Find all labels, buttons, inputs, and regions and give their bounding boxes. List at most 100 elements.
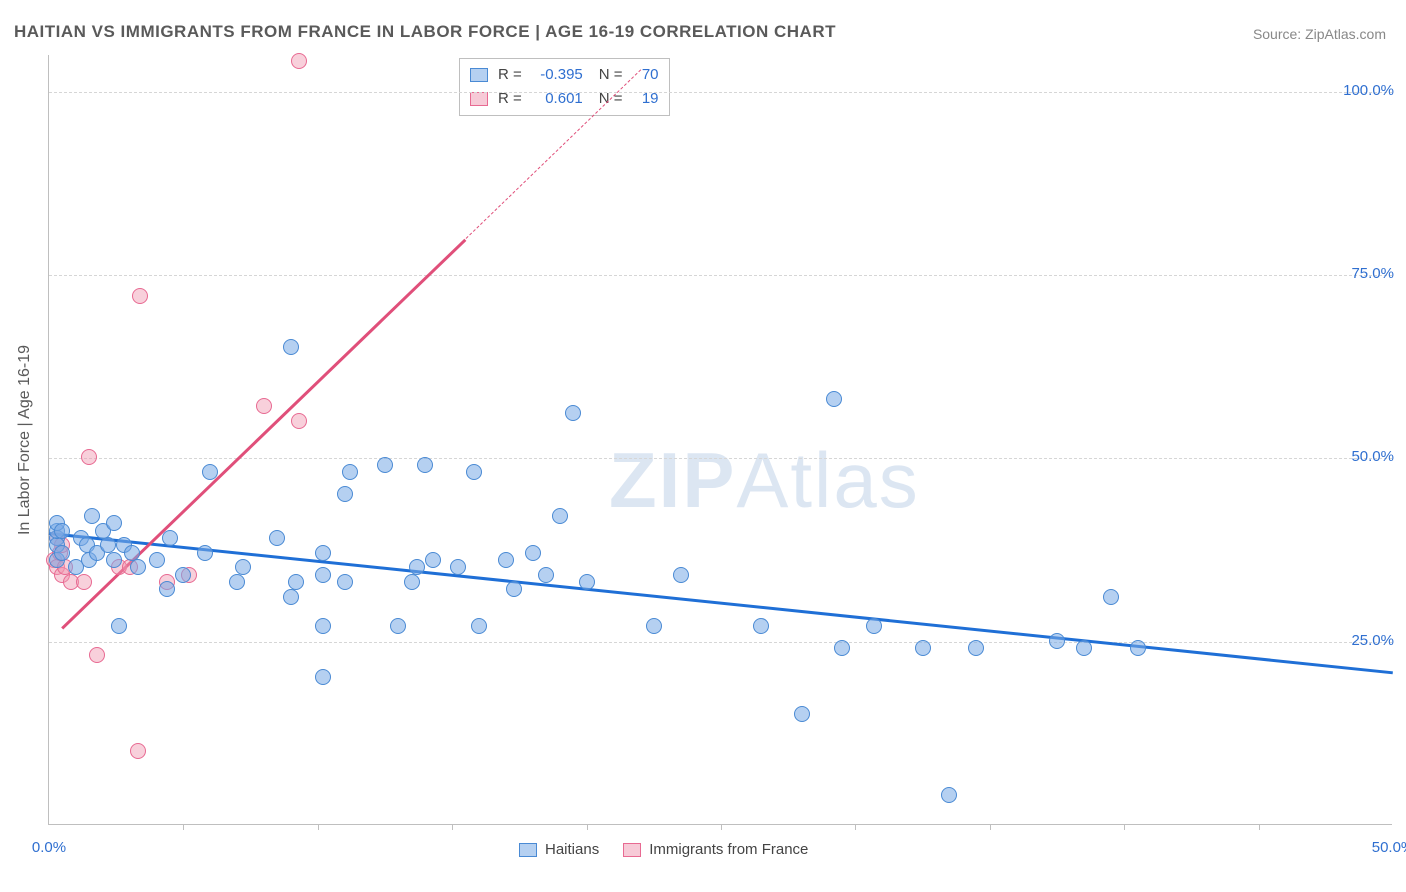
correlation-legend: R = -0.395 N = 70 R = 0.601 N = 19 xyxy=(459,58,670,116)
swatch-blue-icon xyxy=(519,843,537,857)
x-tick-mark xyxy=(990,824,991,830)
data-point-haitians xyxy=(315,669,331,685)
data-point-haitians xyxy=(124,545,140,561)
data-point-haitians xyxy=(409,559,425,575)
data-point-haitians xyxy=(826,391,842,407)
data-point-haitians xyxy=(538,567,554,583)
data-point-haitians xyxy=(552,508,568,524)
data-point-france xyxy=(89,647,105,663)
x-tick-mark xyxy=(855,824,856,830)
gridline xyxy=(49,275,1392,276)
data-point-haitians xyxy=(202,464,218,480)
data-point-haitians xyxy=(968,640,984,656)
data-point-haitians xyxy=(106,515,122,531)
x-tick-label: 50.0% xyxy=(1372,839,1406,856)
x-tick-mark xyxy=(183,824,184,830)
legend-row-france: R = 0.601 N = 19 xyxy=(470,87,659,111)
data-point-haitians xyxy=(450,559,466,575)
y-tick-label: 100.0% xyxy=(1343,82,1394,99)
data-point-haitians xyxy=(646,618,662,634)
data-point-haitians xyxy=(54,523,70,539)
x-tick-mark xyxy=(1259,824,1260,830)
data-point-haitians xyxy=(197,545,213,561)
legend-row-haitians: R = -0.395 N = 70 xyxy=(470,63,659,87)
data-point-haitians xyxy=(111,618,127,634)
data-point-haitians xyxy=(229,574,245,590)
data-point-haitians xyxy=(506,581,522,597)
watermark: ZIPAtlas xyxy=(609,435,920,526)
data-point-haitians xyxy=(288,574,304,590)
data-point-haitians xyxy=(283,589,299,605)
data-point-haitians xyxy=(283,339,299,355)
data-point-haitians xyxy=(525,545,541,561)
data-point-haitians xyxy=(149,552,165,568)
swatch-pink xyxy=(470,92,488,106)
data-point-haitians xyxy=(84,508,100,524)
x-tick-mark xyxy=(1124,824,1125,830)
series-legend: Haitians Immigrants from France xyxy=(519,841,808,858)
data-point-france xyxy=(81,449,97,465)
data-point-haitians xyxy=(1130,640,1146,656)
data-point-haitians xyxy=(162,530,178,546)
chart-title: HAITIAN VS IMMIGRANTS FROM FRANCE IN LAB… xyxy=(14,22,836,42)
swatch-pink-icon xyxy=(623,843,641,857)
x-tick-mark xyxy=(721,824,722,830)
data-point-haitians xyxy=(794,706,810,722)
data-point-france xyxy=(291,53,307,69)
data-point-haitians xyxy=(915,640,931,656)
data-point-haitians xyxy=(498,552,514,568)
data-point-france xyxy=(256,398,272,414)
data-point-haitians xyxy=(834,640,850,656)
data-point-haitians xyxy=(390,618,406,634)
data-point-haitians xyxy=(235,559,251,575)
x-tick-label: 0.0% xyxy=(32,839,66,856)
swatch-blue xyxy=(470,68,488,82)
data-point-haitians xyxy=(175,567,191,583)
data-point-haitians xyxy=(565,405,581,421)
n-value-pink: 19 xyxy=(629,87,659,111)
r-value-blue: -0.395 xyxy=(528,63,583,87)
gridline xyxy=(49,92,1392,93)
data-point-haitians xyxy=(866,618,882,634)
data-point-haitians xyxy=(404,574,420,590)
y-tick-label: 75.0% xyxy=(1351,265,1394,282)
data-point-haitians xyxy=(1076,640,1092,656)
data-point-haitians xyxy=(753,618,769,634)
data-point-haitians xyxy=(269,530,285,546)
data-point-haitians xyxy=(1103,589,1119,605)
gridline xyxy=(49,458,1392,459)
data-point-haitians xyxy=(471,618,487,634)
data-point-haitians xyxy=(54,545,70,561)
x-tick-mark xyxy=(452,824,453,830)
data-point-haitians xyxy=(337,486,353,502)
data-point-france xyxy=(76,574,92,590)
data-point-haitians xyxy=(417,457,433,473)
source-label: Source: ZipAtlas.com xyxy=(1253,26,1386,42)
data-point-haitians xyxy=(941,787,957,803)
data-point-haitians xyxy=(159,581,175,597)
data-point-haitians xyxy=(1049,633,1065,649)
data-point-haitians xyxy=(377,457,393,473)
data-point-france xyxy=(130,743,146,759)
data-point-haitians xyxy=(106,552,122,568)
data-point-haitians xyxy=(100,537,116,553)
data-point-haitians xyxy=(315,545,331,561)
data-point-haitians xyxy=(342,464,358,480)
legend-item-france: Immigrants from France xyxy=(623,841,808,858)
data-point-haitians xyxy=(315,618,331,634)
data-point-haitians xyxy=(337,574,353,590)
y-tick-label: 50.0% xyxy=(1351,448,1394,465)
r-value-pink: 0.601 xyxy=(528,87,583,111)
y-axis-label: In Labor Force | Age 16-19 xyxy=(16,345,34,535)
data-point-haitians xyxy=(315,567,331,583)
data-point-haitians xyxy=(425,552,441,568)
gridline xyxy=(49,642,1392,643)
trendline xyxy=(49,532,1393,674)
legend-item-haitians: Haitians xyxy=(519,841,599,858)
x-tick-mark xyxy=(318,824,319,830)
data-point-haitians xyxy=(466,464,482,480)
x-tick-mark xyxy=(587,824,588,830)
data-point-haitians xyxy=(673,567,689,583)
scatter-chart: ZIPAtlas R = -0.395 N = 70 R = 0.601 N =… xyxy=(48,55,1392,825)
data-point-haitians xyxy=(130,559,146,575)
